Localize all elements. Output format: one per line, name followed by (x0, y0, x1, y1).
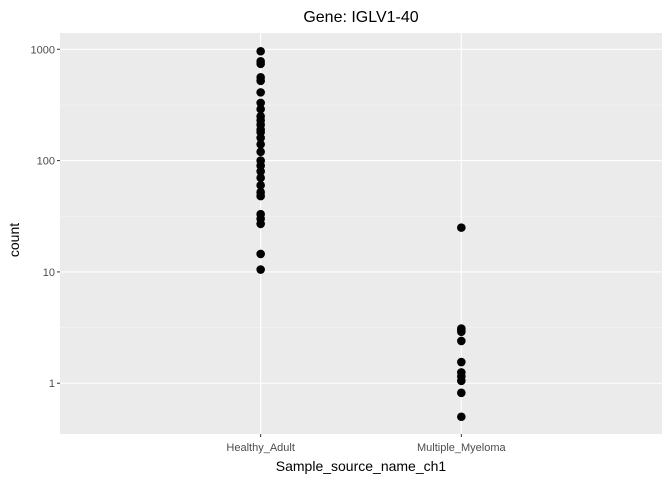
plot-panel (60, 33, 662, 434)
chart-title: Gene: IGLV1-40 (303, 9, 418, 26)
y-tick-label: 1 (49, 378, 55, 390)
x-tick-label: Healthy_Adult (226, 442, 295, 454)
data-point (256, 147, 265, 157)
data-point (256, 98, 265, 108)
data-point (256, 46, 265, 56)
data-point (457, 376, 466, 386)
y-axis-ticks: 1 10 100 1000 (31, 44, 60, 390)
y-tick-label: 1000 (31, 44, 55, 56)
y-axis-title: count (6, 223, 22, 257)
data-point (457, 388, 466, 398)
data-points (256, 46, 466, 422)
data-point (256, 173, 265, 183)
data-point (457, 223, 466, 232)
data-point (457, 357, 466, 367)
data-point (256, 180, 265, 190)
data-point (457, 327, 466, 337)
data-point (256, 167, 265, 176)
y-tick-label: 100 (37, 156, 55, 168)
minor-gridlines (60, 104, 662, 328)
y-tick-label: 10 (43, 267, 55, 279)
data-point (256, 88, 265, 97)
data-point (256, 249, 265, 259)
data-point (457, 412, 466, 422)
data-point (256, 265, 265, 274)
data-point (256, 133, 265, 143)
data-point (256, 104, 265, 114)
data-point (256, 140, 265, 149)
x-axis-ticks: Healthy_Adult Multiple_Myeloma (226, 434, 507, 454)
data-point (256, 191, 265, 201)
x-axis-title: Sample_source_name_ch1 (276, 458, 447, 474)
data-point (256, 76, 265, 86)
data-point (256, 59, 265, 69)
data-point (256, 219, 265, 229)
x-tick-label: Multiple_Myeloma (417, 442, 507, 454)
data-point (457, 336, 466, 346)
